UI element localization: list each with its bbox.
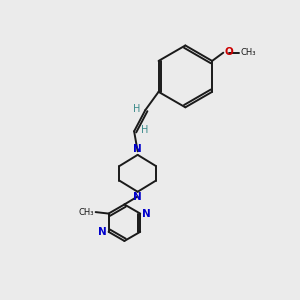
Text: H: H [141,125,148,135]
Text: H: H [133,103,140,114]
Text: N: N [133,192,142,203]
Text: N: N [98,227,107,237]
Text: O: O [224,47,233,57]
Text: CH₃: CH₃ [240,48,256,57]
Text: N: N [142,208,151,219]
Text: N: N [133,144,142,154]
Text: CH₃: CH₃ [78,208,94,217]
